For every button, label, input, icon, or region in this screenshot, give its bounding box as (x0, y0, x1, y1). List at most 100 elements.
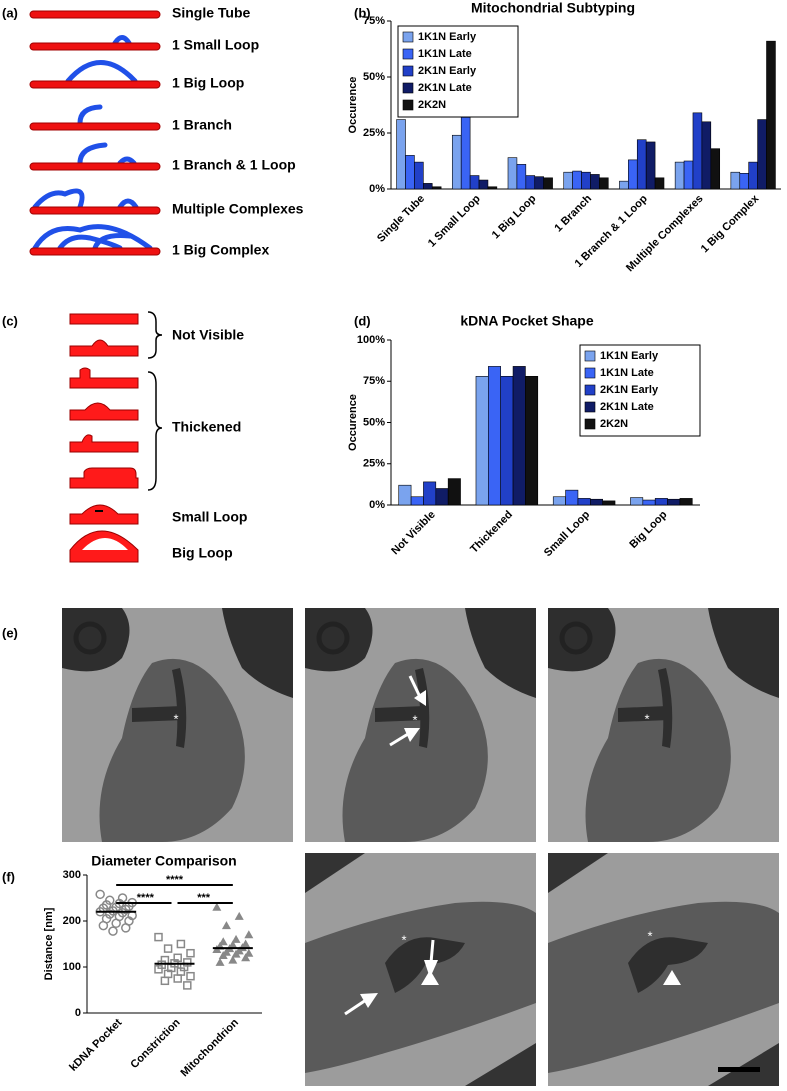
bar (692, 112, 703, 190)
panel-label: (f) (2, 869, 15, 884)
pocket-label: Small Loop (172, 509, 247, 525)
bar (525, 175, 536, 190)
asterisk: * (173, 711, 178, 726)
point (154, 965, 163, 974)
legend-label: 1K1N Late (418, 48, 472, 60)
bar (410, 496, 424, 506)
bar (500, 375, 514, 506)
asterisk: * (644, 711, 649, 726)
legend-label: 1K1N Early (600, 350, 659, 362)
legend-swatch (584, 384, 596, 396)
bar (565, 489, 579, 506)
legend-swatch (584, 401, 596, 413)
legend-label: 2K1N Early (418, 65, 477, 77)
y-tick-label: 0 (75, 1007, 81, 1019)
legend-swatch (584, 367, 596, 379)
point (98, 920, 109, 931)
legend-label: 2K1N Early (600, 384, 659, 396)
point (215, 957, 225, 966)
y-tick-label: 50% (363, 416, 385, 428)
point (186, 971, 195, 981)
bar (739, 173, 749, 190)
bar (710, 148, 721, 190)
point (231, 949, 241, 958)
bar (525, 375, 539, 506)
legend-swatch (402, 31, 414, 43)
y-tick-label: 300 (63, 869, 81, 881)
point (173, 974, 182, 983)
bar (475, 375, 489, 506)
bar (414, 161, 424, 190)
point (212, 902, 222, 911)
point (186, 948, 195, 958)
bar (748, 161, 758, 190)
legend-label: 2K2N (600, 418, 628, 430)
bar (488, 366, 501, 506)
legend-swatch (584, 350, 596, 362)
point (111, 918, 121, 929)
y-tick-label: 100% (357, 334, 385, 346)
bar (396, 119, 406, 190)
y-tick-label: 25% (363, 127, 385, 139)
x-tick-label: kDNA Pocket (67, 1016, 124, 1073)
point (176, 939, 186, 949)
y-axis-label: Occurence (347, 394, 359, 451)
legend-swatch (402, 65, 414, 77)
bar (451, 134, 462, 190)
legend-swatch (584, 418, 596, 430)
point (244, 948, 254, 957)
point (163, 944, 173, 953)
bar (757, 119, 767, 190)
bar (577, 498, 591, 506)
type-label: Single Tube (172, 5, 251, 21)
y-tick-label: 200 (63, 915, 81, 927)
x-tick-label: Not Visible (389, 509, 438, 558)
bar (683, 160, 694, 190)
bar (674, 161, 685, 190)
type-label: 1 Small Loop (172, 37, 259, 53)
legend-label: 2K2N (418, 99, 446, 111)
y-tick-label: 75% (363, 375, 385, 387)
legend-label: 1K1N Early (418, 31, 477, 43)
bar (431, 186, 442, 190)
bar (679, 498, 693, 506)
bar (552, 496, 566, 506)
bar (636, 139, 647, 190)
legend-label: 2K1N Late (418, 82, 472, 94)
y-axis-label: Distance [nm] (43, 907, 55, 980)
y-tick-label: 25% (363, 458, 385, 470)
panel-label: (a) (2, 5, 18, 20)
legend-box (397, 25, 519, 118)
y-tick-label: 0% (369, 499, 385, 511)
y-tick-label: 0% (369, 183, 385, 195)
bar (516, 164, 527, 190)
bar (423, 481, 437, 506)
x-tick-label: 1 Small Loop (426, 193, 483, 250)
bar (507, 157, 518, 190)
legend-swatch (402, 48, 414, 60)
type-label: 1 Big Loop (172, 75, 244, 91)
point (218, 937, 228, 946)
bar (590, 498, 603, 506)
point (108, 926, 118, 936)
x-tick-label: Constriction (128, 1016, 182, 1070)
bar (469, 175, 480, 190)
bar (590, 174, 600, 190)
bar (581, 171, 591, 190)
legend-label: 2K1N Late (600, 401, 654, 413)
point (228, 955, 238, 964)
y-tick-label: 75% (363, 15, 385, 27)
x-tick-label: Big Loop (627, 508, 669, 550)
point (231, 934, 241, 943)
bar (543, 177, 553, 190)
bar (398, 484, 412, 506)
panel-label: (c) (2, 313, 18, 328)
sig-label: *** (197, 892, 211, 904)
bar (642, 499, 656, 506)
type-label: 1 Branch & 1 Loop (172, 157, 296, 173)
bar (645, 141, 656, 190)
bar (534, 176, 544, 190)
bar (730, 171, 741, 190)
asterisk: * (401, 932, 406, 947)
